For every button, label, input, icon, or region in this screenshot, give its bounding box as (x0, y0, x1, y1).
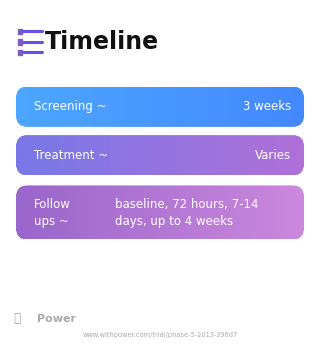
Text: Screening ~: Screening ~ (34, 100, 106, 113)
Text: Ⓟ: Ⓟ (14, 312, 21, 325)
Text: baseline, 72 hours, 7-14
days, up to 4 weeks: baseline, 72 hours, 7-14 days, up to 4 w… (115, 197, 259, 228)
FancyBboxPatch shape (16, 186, 304, 239)
FancyBboxPatch shape (16, 87, 304, 127)
Text: Follow
ups ~: Follow ups ~ (34, 197, 70, 228)
FancyBboxPatch shape (16, 135, 304, 175)
FancyBboxPatch shape (16, 135, 304, 175)
Bar (18, 50, 22, 55)
Text: Treatment ~: Treatment ~ (34, 149, 108, 162)
Text: Timeline: Timeline (45, 29, 159, 54)
Text: www.withpower.com/trial/phase-5-2013-396d7: www.withpower.com/trial/phase-5-2013-396… (82, 332, 238, 338)
FancyBboxPatch shape (16, 186, 304, 239)
Bar (18, 29, 22, 34)
FancyBboxPatch shape (16, 87, 304, 127)
Text: Varies: Varies (255, 149, 291, 162)
Text: Power: Power (37, 314, 76, 323)
Bar (18, 39, 22, 45)
Text: 3 weeks: 3 weeks (243, 100, 291, 113)
